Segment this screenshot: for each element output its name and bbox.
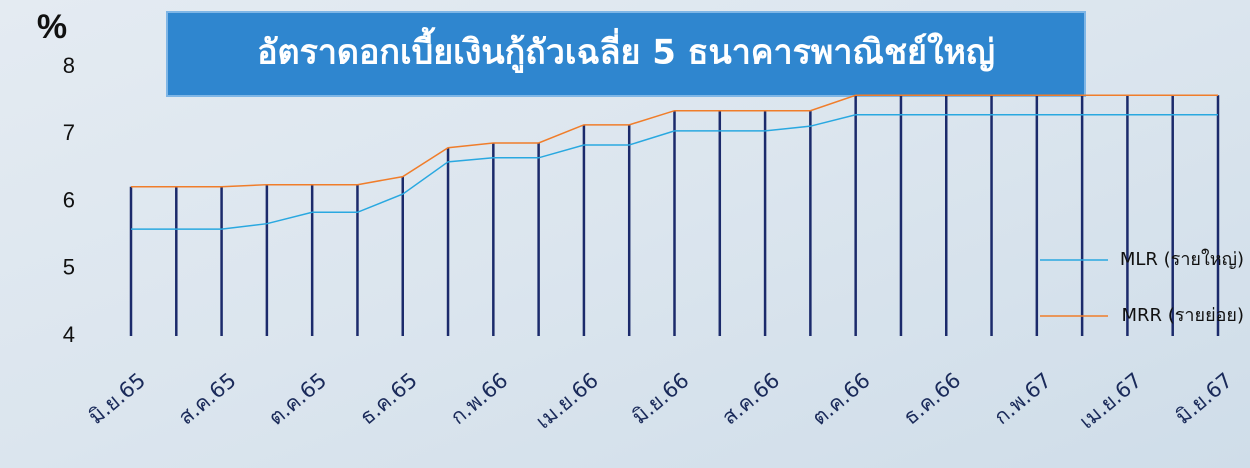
chart: อัตราดอกเบี้ยเงินกู้ถัวเฉลี่ย 5 ธนาคารพา…	[0, 0, 1250, 468]
y-axis-label: %	[37, 8, 67, 46]
y-tick-label: 4	[63, 322, 75, 347]
legend-label: MLR (รายใหญ่)	[1120, 248, 1244, 270]
y-tick-label: 6	[63, 187, 75, 212]
legend-label: MRR (รายย่อย)	[1121, 305, 1244, 326]
y-tick-label: 5	[63, 255, 75, 280]
y-tick-label: 7	[63, 120, 75, 145]
chart-title: อัตราดอกเบี้ยเงินกู้ถัวเฉลี่ย 5 ธนาคารพา…	[257, 27, 995, 74]
y-tick-label: 8	[63, 53, 75, 78]
